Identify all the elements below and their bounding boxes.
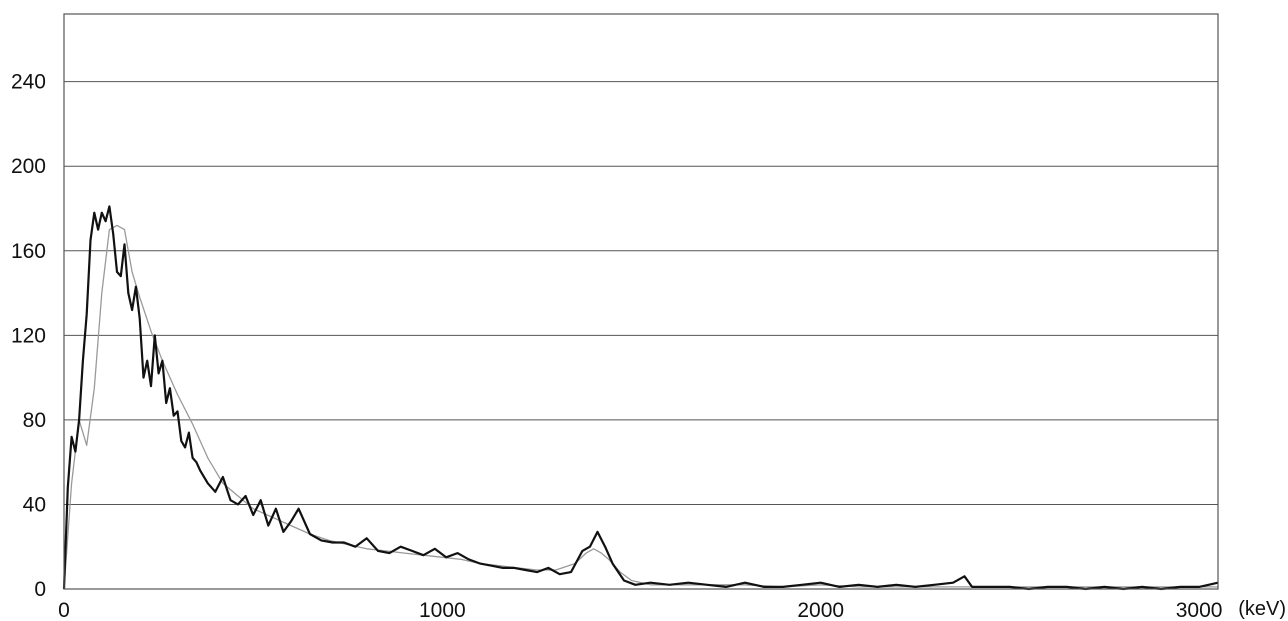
x-tick-label: 2000: [797, 599, 844, 621]
spectrum-line-measured: [62, 205, 1219, 591]
y-tick-label: 80: [23, 409, 46, 432]
plot-area-frame: [63, 13, 1219, 590]
x-tick-label: 0: [58, 599, 70, 621]
y-tick-label: 0: [34, 578, 46, 601]
y-tick-label: 120: [11, 324, 46, 347]
horizontal-gridlines: [64, 81, 1218, 505]
spectrum-line-smoothed: [63, 224, 1218, 590]
y-tick-label: 40: [23, 493, 46, 516]
y-tick-label: 240: [11, 71, 46, 94]
tick-labels: 0 40 80 120 160 200 240 0 1000 2000 3000…: [11, 71, 1286, 621]
x-tick-label: 1000: [419, 599, 466, 621]
x-tick-label: 3000: [1176, 599, 1223, 621]
x-unit-label: (keV): [1238, 598, 1286, 620]
y-tick-label: 200: [11, 155, 46, 178]
series-layer: [62, 205, 1219, 591]
y-tick-label: 160: [11, 240, 46, 263]
